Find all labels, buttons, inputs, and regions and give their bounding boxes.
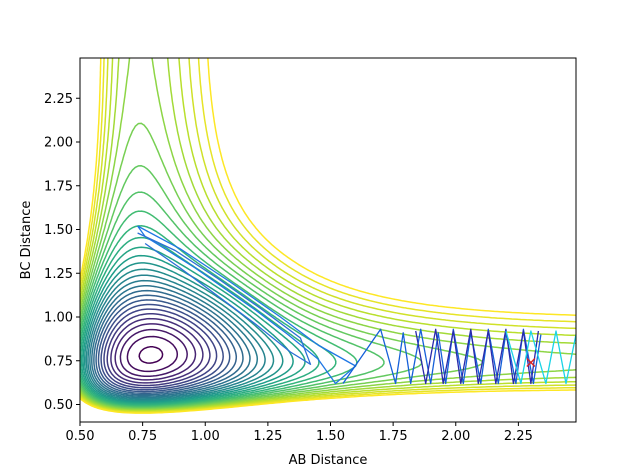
marker-layer — [526, 357, 536, 368]
x-axis-label: AB Distance — [289, 453, 368, 468]
y-tick-label: 0.50 — [44, 398, 73, 413]
contour-level — [91, 285, 251, 398]
x-tick-label: 2.25 — [504, 429, 533, 444]
trajectory-lines — [137, 225, 576, 385]
x-tick-label: 1.75 — [379, 429, 408, 444]
trajectory-line — [505, 330, 576, 385]
trajectory-line — [415, 328, 540, 385]
trajectory-line — [137, 225, 357, 385]
x-tick-label: 1.50 — [316, 429, 345, 444]
contour-level — [80, 165, 423, 409]
contour-level — [97, 299, 231, 393]
y-tick-label: 1.75 — [44, 179, 73, 194]
contour-level — [103, 308, 218, 389]
y-tick-label: 2.25 — [44, 92, 73, 107]
contour-level — [87, 274, 266, 400]
contour-level — [110, 317, 204, 384]
x-tick-label: 0.50 — [66, 429, 95, 444]
contour-level — [119, 328, 188, 378]
trajectory-line — [342, 328, 542, 385]
contour-lines — [80, 58, 576, 414]
contour-level — [82, 254, 294, 404]
y-axis-ticks: 0.50 0.75 1.00 1.25 1.50 1.75 2.00 2.25 — [44, 92, 80, 413]
contour-level — [80, 236, 320, 406]
contour-level — [80, 246, 306, 405]
contour-level — [85, 268, 275, 401]
x-axis-ticks: 0.50 0.75 1.00 1.25 1.50 1.75 2.00 2.25 — [66, 422, 533, 444]
contour-level — [95, 294, 238, 395]
y-tick-label: 2.00 — [44, 136, 73, 151]
contour-level — [114, 323, 197, 381]
plot-frame — [79, 57, 577, 423]
contour-level — [106, 313, 211, 387]
contour-level — [126, 335, 179, 373]
y-tick-label: 1.50 — [44, 223, 73, 238]
contour-level — [89, 279, 259, 399]
x-tick-label: 2.00 — [441, 429, 470, 444]
y-tick-label: 0.75 — [44, 354, 73, 369]
x-tick-label: 1.00 — [191, 429, 220, 444]
y-tick-label: 1.25 — [44, 267, 73, 282]
contour-level — [80, 191, 385, 408]
contour-level — [83, 262, 284, 402]
x-tick-label: 1.25 — [253, 429, 282, 444]
end-point-marker — [526, 357, 536, 368]
contour-level — [100, 303, 224, 391]
contour-level — [138, 346, 164, 364]
y-axis-label: BC Distance — [19, 201, 34, 280]
contour-level — [93, 289, 244, 396]
x-tick-label: 0.75 — [128, 429, 157, 444]
trajectory-line — [137, 232, 312, 365]
y-tick-label: 1.00 — [44, 311, 73, 326]
